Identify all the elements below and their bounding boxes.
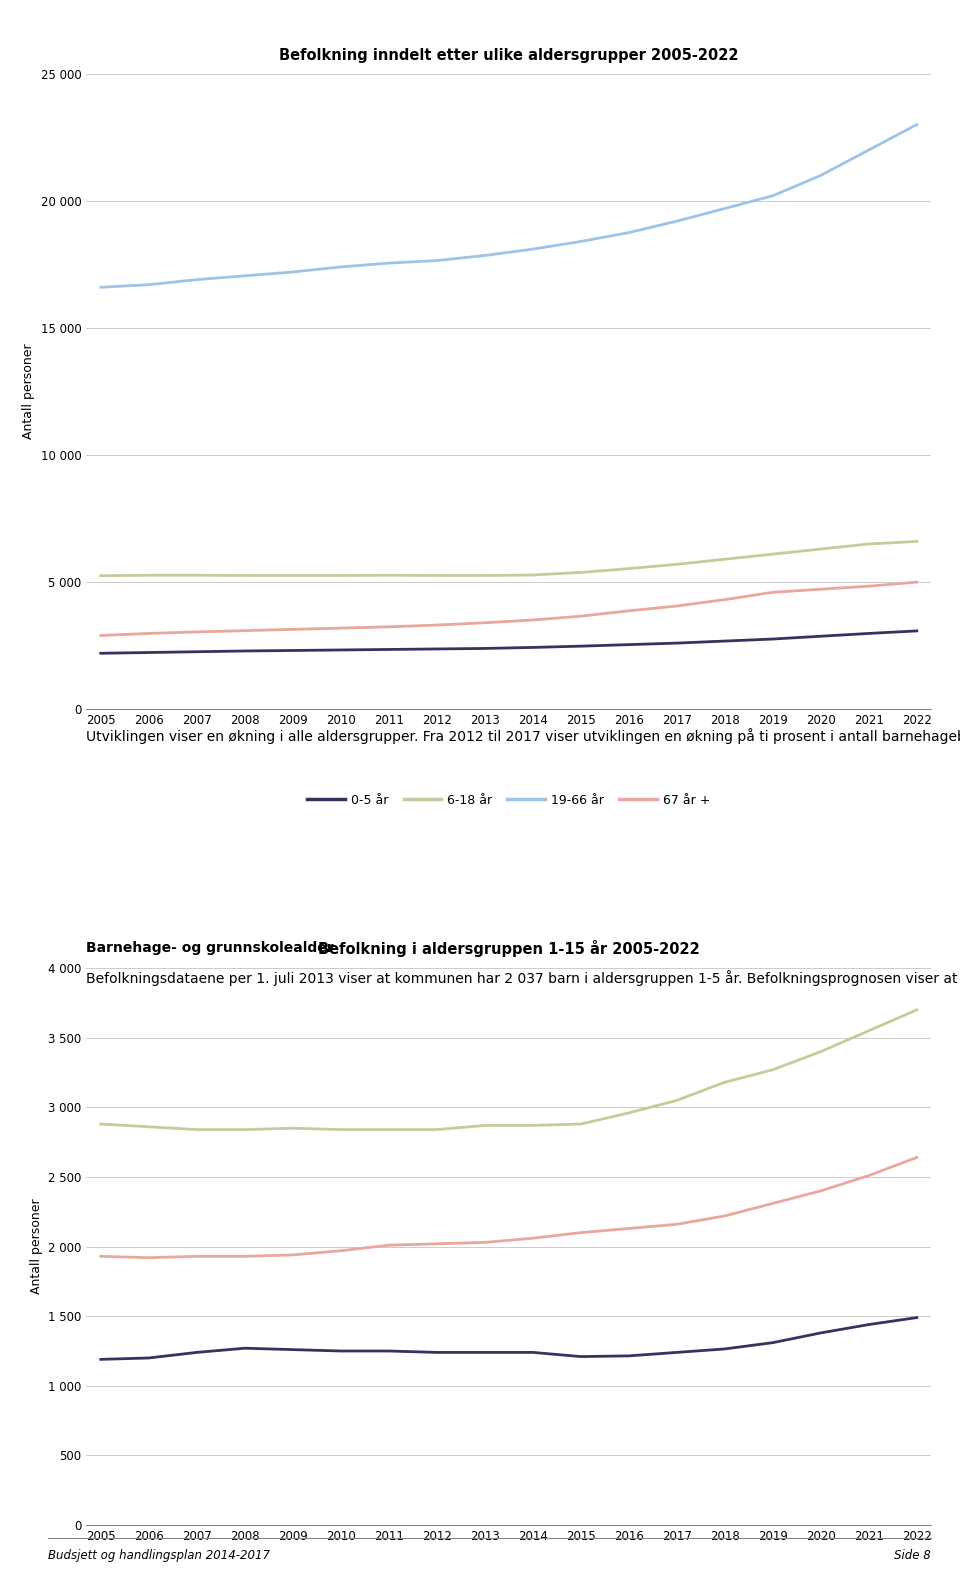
Y-axis label: Antall personer: Antall personer [30,1199,42,1294]
Text: Utviklingen viser en økning i alle aldersgrupper. Fra 2012 til 2017 viser utvikl: Utviklingen viser en økning i alle alder… [86,728,960,744]
Text: Side 8: Side 8 [895,1549,931,1561]
Text: Barnehage- og grunnskolealder: Barnehage- og grunnskolealder [86,941,334,956]
Text: Befolkningsdataene per 1. juli 2013 viser at kommunen har 2 037 barn i aldersgru: Befolkningsdataene per 1. juli 2013 vise… [86,970,960,985]
Legend: 0-5 år, 6-18 år, 19-66 år, 67 år +: 0-5 år, 6-18 år, 19-66 år, 67 år + [302,789,715,811]
Title: Befolkning inndelt etter ulike aldersgrupper 2005-2022: Befolkning inndelt etter ulike aldersgru… [279,47,738,63]
Title: Befolkning i aldersgruppen 1-15 år 2005-2022: Befolkning i aldersgruppen 1-15 år 2005-… [318,940,700,957]
Text: Budsjett og handlingsplan 2014-2017: Budsjett og handlingsplan 2014-2017 [48,1549,270,1561]
Y-axis label: Antall personer: Antall personer [22,344,36,439]
